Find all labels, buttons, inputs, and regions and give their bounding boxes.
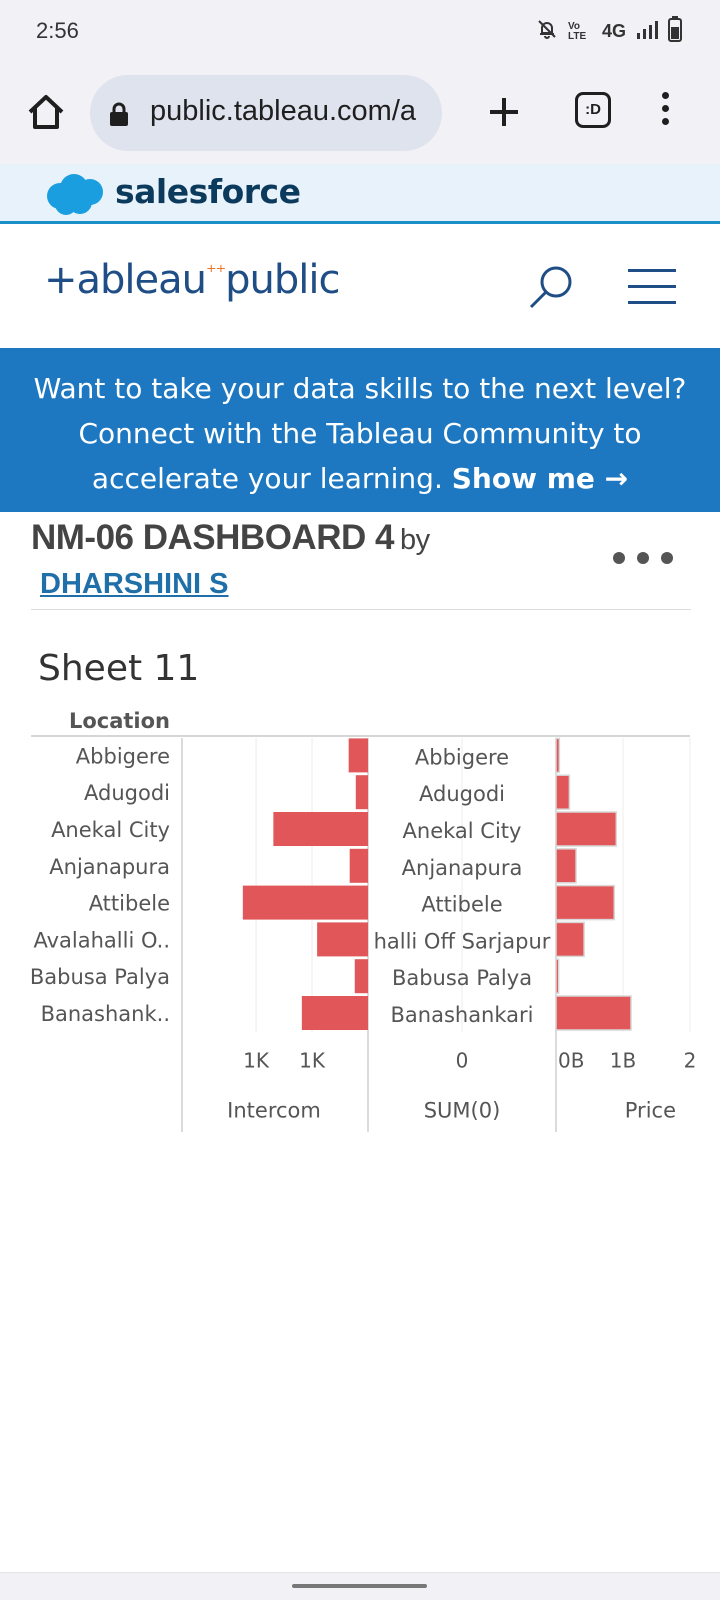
more-dot-icon (661, 552, 673, 564)
url-bar[interactable]: public.tableau.com/a (90, 75, 442, 151)
sum-label-1: Adugodi (419, 782, 505, 806)
status-time: 2:56 (36, 18, 79, 43)
author-link[interactable]: DHARSHINI S (40, 568, 229, 600)
promo-banner: Want to take your data skills to the nex… (0, 348, 720, 512)
hamburger-line (628, 285, 676, 288)
intercom-bar-5 (317, 922, 368, 957)
sum-label-5: halli Off Sarjapur (374, 929, 551, 953)
price-bar-4 (555, 884, 616, 921)
promo-line-2: Connect with the Tableau Community to (78, 417, 642, 450)
price-tick-0: 0B (558, 1048, 584, 1072)
more-options-button[interactable] (613, 552, 689, 572)
hamburger-menu-button[interactable] (628, 269, 676, 305)
tab-switcher-button[interactable]: :D (575, 92, 611, 128)
intercom-tick-1: 1K (299, 1048, 326, 1072)
row-label-3: Anjanapura (49, 855, 170, 879)
network-type: 4G (601, 21, 626, 41)
price-bar-2 (555, 811, 618, 847)
row-label-1: Adugodi (84, 781, 170, 805)
row-label-4: Attibele (89, 892, 170, 916)
new-tab-button[interactable] (482, 90, 526, 134)
search-button[interactable] (526, 263, 576, 313)
price-tick-2: 2 (684, 1048, 697, 1072)
sparkle-icon: ⁺⁺ (206, 259, 226, 284)
intercom-tick-0: 1K (243, 1048, 270, 1072)
row-label-7: Banashank.. (41, 1002, 170, 1026)
mute-bell-icon (536, 18, 558, 45)
signal-icon (636, 19, 658, 44)
viz-title-bar: NM-06 DASHBOARD 4 by DHARSHINI S (31, 518, 691, 610)
menu-dot-icon (661, 105, 669, 112)
price-axis-title: Price (625, 1098, 676, 1122)
bar-chart[interactable]: Location Abbigere Abbigere Adugodi Adugodi An… (0, 700, 720, 1160)
sum-axis-title: SUM(0) (424, 1098, 501, 1122)
price-bar-6 (555, 958, 560, 994)
salesforce-brand[interactable]: salesforce (115, 172, 301, 211)
intercom-bar-7 (301, 996, 368, 1030)
price-bar-3 (555, 848, 577, 884)
intercom-bar-6 (354, 959, 368, 994)
status-icons: Vo LTE 4G (536, 16, 682, 47)
browser-toolbar: public.tableau.com/a :D (0, 62, 720, 164)
menu-dot-icon (661, 92, 669, 99)
intercom-axis-title: Intercom (227, 1098, 321, 1122)
sum-label-6: Babusa Palya (392, 966, 532, 990)
gesture-nav-bar (0, 1572, 720, 1600)
price-bar-5 (555, 921, 585, 958)
salesforce-cloud-icon[interactable] (44, 172, 106, 216)
viz-title: NM-06 DASHBOARD 4 by (31, 518, 430, 557)
home-gesture-handle[interactable] (292, 1584, 427, 1588)
lock-icon (110, 102, 128, 126)
browser-menu-button[interactable] (655, 92, 675, 132)
show-me-link[interactable]: Show me → (451, 462, 629, 495)
row-label-2: Anekal City (51, 818, 170, 842)
by-label: by (399, 524, 430, 556)
plus-icon (490, 98, 518, 126)
intercom-bar-2 (273, 812, 368, 846)
intercom-bar-0 (348, 738, 368, 773)
sum-tick-0: 0 (456, 1048, 469, 1072)
price-bar-7 (555, 995, 632, 1031)
promo-line-1: Want to take your data skills to the nex… (33, 372, 687, 405)
status-bar: 2:56 Vo LTE 4G (0, 0, 720, 62)
intercom-bar-4 (242, 885, 368, 920)
sum-label-2: Anekal City (403, 819, 522, 843)
sum-label-0: Abbigere (415, 745, 509, 769)
home-button[interactable] (24, 90, 68, 134)
intercom-bar-3 (349, 848, 368, 883)
row-label-0: Abbigere (76, 744, 170, 768)
more-dot-icon (637, 552, 649, 564)
price-bar-0 (555, 737, 561, 774)
url-text: public.tableau.com/a (150, 95, 416, 127)
site-header: +ableau⁺⁺public (0, 227, 720, 348)
volte-icon: Vo LTE (567, 20, 587, 42)
search-icon (529, 266, 572, 309)
intercom-bar-1 (355, 775, 368, 810)
price-tick-1: 1B (610, 1048, 636, 1072)
sum-label-7: Banashankari (390, 1003, 533, 1027)
salesforce-strip: salesforce (0, 164, 720, 224)
promo-line-3: accelerate your learning. Show me → (91, 462, 629, 495)
home-icon (28, 95, 64, 129)
sum-label-4: Attibele (421, 893, 502, 917)
dimension-header: Location (69, 709, 170, 733)
hamburger-line (628, 301, 676, 304)
menu-dot-icon (661, 118, 669, 125)
hamburger-line (628, 269, 676, 272)
row-label-6: Babusa Palya (30, 965, 170, 989)
tableau-public-logo[interactable]: +ableau⁺⁺public (44, 257, 341, 303)
battery-icon (668, 16, 682, 47)
sheet-title: Sheet 11 (38, 648, 200, 689)
sum-label-3: Anjanapura (402, 856, 523, 880)
price-bar-1 (555, 774, 571, 810)
more-dot-icon (613, 552, 625, 564)
chart-area: Location Abbigere Abbigere Adugodi Adugodi An… (0, 700, 720, 1160)
row-label-5: Avalahalli O.. (33, 928, 170, 952)
